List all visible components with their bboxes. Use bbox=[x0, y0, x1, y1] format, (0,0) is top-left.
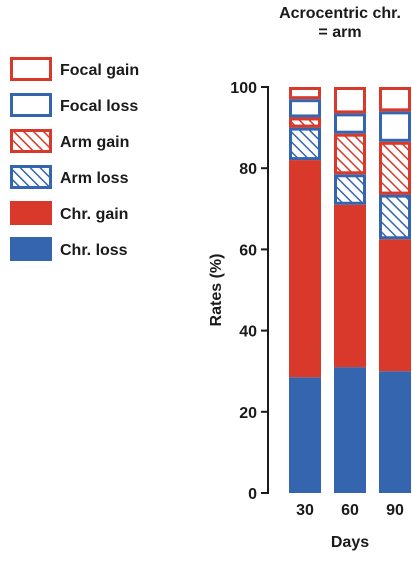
title-line: = arm bbox=[318, 24, 361, 41]
bar-focal-loss-30 bbox=[289, 99, 321, 118]
bar-arm-gain-90 bbox=[379, 141, 411, 195]
x-tick-label: 90 bbox=[386, 502, 404, 519]
legend: Focal gain Focal loss Arm gain Arm loss Chr.… bbox=[10, 57, 139, 261]
bar-chr-gain-90 bbox=[379, 239, 411, 372]
legend-label-chr-gain: Chr. gain bbox=[60, 206, 128, 223]
y-tick-label: 20 bbox=[239, 405, 257, 422]
bar-chr-loss-60 bbox=[334, 367, 366, 493]
legend-label-arm-loss: Arm loss bbox=[60, 170, 129, 187]
bar-focal-gain-90 bbox=[379, 87, 411, 112]
bar-arm-gain-60 bbox=[334, 133, 366, 175]
bar-arm-gain-30 bbox=[289, 117, 321, 128]
y-tick-label: 80 bbox=[239, 161, 257, 178]
y-tick-label: 60 bbox=[239, 242, 257, 259]
chart-title: Acrocentric chr. = arm bbox=[279, 5, 401, 41]
bar-focal-loss-90 bbox=[379, 111, 411, 142]
bars bbox=[289, 87, 411, 493]
bar-focal-loss-60 bbox=[334, 113, 366, 134]
bar-chr-gain-60 bbox=[334, 204, 366, 368]
legend-swatch-chr-loss bbox=[10, 237, 52, 261]
y-tick-label: 40 bbox=[239, 324, 257, 341]
legend-label-chr-loss: Chr. loss bbox=[60, 242, 128, 259]
bar-chr-loss-30 bbox=[289, 377, 321, 493]
bar-chr-gain-30 bbox=[289, 160, 321, 378]
legend-swatch-arm-gain bbox=[10, 129, 52, 153]
bar-arm-loss-90 bbox=[379, 194, 411, 240]
legend-swatch-focal-loss bbox=[10, 93, 52, 117]
x-axis-label: Days bbox=[331, 534, 369, 551]
bar-arm-loss-60 bbox=[334, 174, 366, 205]
y-axis-label: Rates (%) bbox=[208, 254, 225, 327]
title-line: Acrocentric chr. bbox=[279, 5, 401, 22]
bar-focal-gain-60 bbox=[334, 87, 366, 114]
bar-arm-loss-30 bbox=[289, 127, 321, 161]
x-tick-label: 30 bbox=[296, 502, 314, 519]
legend-swatch-arm-loss bbox=[10, 165, 52, 189]
legend-swatch-chr-gain bbox=[10, 201, 52, 225]
axes: 0 20 40 60 80 100 Rates (%) 30 60 90 Days bbox=[208, 80, 404, 551]
bar-chr-loss-90 bbox=[379, 371, 411, 493]
legend-label-arm-gain: Arm gain bbox=[60, 134, 129, 151]
legend-label-focal-loss: Focal loss bbox=[60, 98, 138, 115]
y-tick-label: 100 bbox=[230, 80, 257, 97]
bar-focal-gain-30 bbox=[289, 87, 321, 100]
legend-label-focal-gain: Focal gain bbox=[60, 62, 139, 79]
legend-swatch-focal-gain bbox=[10, 57, 52, 81]
y-tick-label: 0 bbox=[248, 486, 257, 503]
x-tick-label: 60 bbox=[341, 502, 359, 519]
